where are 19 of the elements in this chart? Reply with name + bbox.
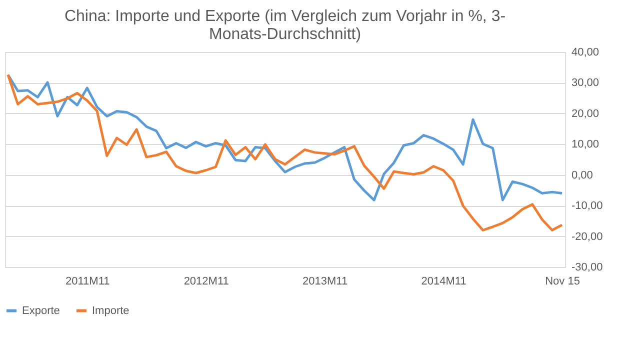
line-series: [6, 73, 564, 202]
y-tick-label: -10,00: [572, 200, 603, 212]
y-tick-label: -30,00: [572, 262, 603, 274]
text: Monats-Durchschnitt): [208, 26, 362, 43]
y-tick-label: 40,00: [572, 46, 600, 58]
y-tick-label: 30,00: [572, 77, 600, 90]
x-tick-label: 2012M11: [184, 276, 229, 288]
legend-label: Exporte: [22, 304, 60, 317]
x-tick-label: 2011M11: [65, 276, 110, 288]
x-tick-label: 2014M11: [421, 276, 466, 288]
y-tick-label: 0,00: [572, 169, 593, 182]
x-tick-label: 2013M11: [302, 276, 348, 288]
line-series: [6, 73, 564, 232]
y-tick-label: -20,00: [572, 230, 603, 243]
y-tick-label: 20,00: [572, 108, 600, 120]
x-tick-label: Nov 15: [545, 276, 580, 288]
legend-label: Importe: [92, 304, 130, 317]
y-tick-label: 10,00: [572, 138, 600, 151]
text: China: Importe und Exporte (im Vergleich zum Vorjahr in %, 3-: [64, 8, 506, 25]
